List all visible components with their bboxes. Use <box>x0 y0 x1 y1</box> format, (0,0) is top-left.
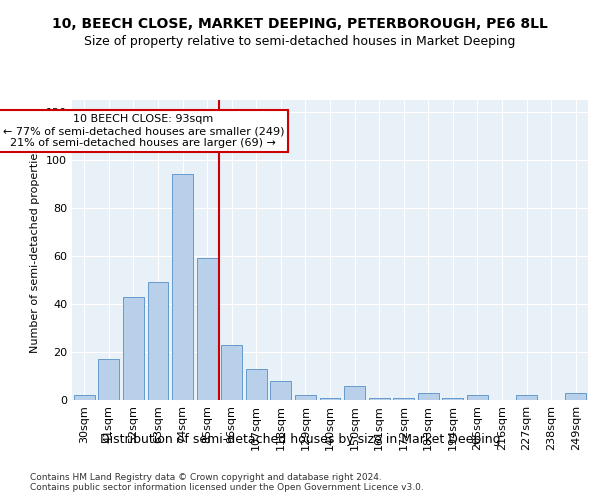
Bar <box>467 395 488 400</box>
Bar <box>123 297 144 400</box>
Bar <box>344 386 365 400</box>
Bar <box>320 398 340 400</box>
Bar <box>271 381 292 400</box>
Bar <box>148 282 169 400</box>
Bar <box>197 258 218 400</box>
Bar <box>565 393 586 400</box>
Text: Contains HM Land Registry data © Crown copyright and database right 2024.
Contai: Contains HM Land Registry data © Crown c… <box>30 472 424 492</box>
Text: Distribution of semi-detached houses by size in Market Deeping: Distribution of semi-detached houses by … <box>100 432 500 446</box>
Bar <box>442 398 463 400</box>
Bar <box>368 398 389 400</box>
Text: 10 BEECH CLOSE: 93sqm
← 77% of semi-detached houses are smaller (249)
21% of sem: 10 BEECH CLOSE: 93sqm ← 77% of semi-deta… <box>2 114 284 148</box>
Bar <box>246 369 267 400</box>
Bar <box>74 395 95 400</box>
Y-axis label: Number of semi-detached properties: Number of semi-detached properties <box>31 147 40 353</box>
Bar <box>221 345 242 400</box>
Bar <box>98 359 119 400</box>
Bar <box>516 395 537 400</box>
Bar <box>418 393 439 400</box>
Bar <box>172 174 193 400</box>
Text: Size of property relative to semi-detached houses in Market Deeping: Size of property relative to semi-detach… <box>85 35 515 48</box>
Bar <box>295 395 316 400</box>
Text: 10, BEECH CLOSE, MARKET DEEPING, PETERBOROUGH, PE6 8LL: 10, BEECH CLOSE, MARKET DEEPING, PETERBO… <box>52 18 548 32</box>
Bar <box>393 398 414 400</box>
